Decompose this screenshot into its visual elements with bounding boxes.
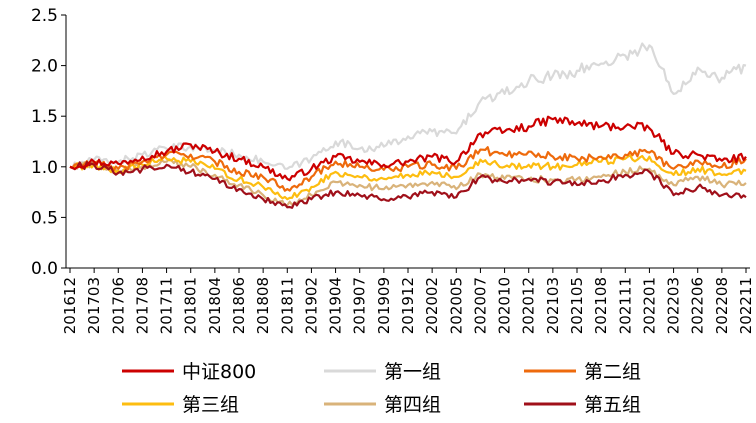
x-tick-label: 201711: [158, 277, 176, 334]
y-tick-label: 0.0: [31, 259, 58, 279]
series-line-5: [69, 160, 747, 209]
series-line-3: [69, 154, 747, 201]
series-line-0: [69, 115, 747, 182]
x-tick-label: 201912: [399, 277, 417, 334]
x-tick-label: 202105: [568, 277, 586, 334]
x-tick-label: 201706: [109, 277, 127, 334]
x-tick-label: 201703: [85, 277, 103, 334]
legend-label: 第三组: [182, 394, 239, 416]
legend-item-3: 第三组: [122, 394, 239, 416]
x-tick-label: 202208: [713, 277, 731, 334]
legend-label: 第五组: [584, 394, 641, 416]
legend-item-1: 第一组: [324, 361, 441, 383]
legend-item-2: 第二组: [524, 361, 641, 383]
y-tick-label: 1.5: [31, 107, 58, 127]
x-tick-label: 201909: [375, 277, 393, 334]
x-tick-label: 202206: [689, 277, 707, 334]
x-tick-label: 202002: [423, 277, 441, 334]
legend-label: 第一组: [384, 361, 441, 383]
x-tick-label: 201808: [254, 277, 272, 334]
series-line-4: [69, 158, 747, 207]
legend-label: 中证800: [182, 361, 256, 383]
x-tick-label: 202111: [616, 277, 634, 334]
x-tick-label: 201612: [61, 277, 79, 334]
y-tick-label: 0.5: [31, 208, 58, 228]
x-tick-label: 202203: [665, 277, 683, 334]
y-tick-label: 2.5: [31, 6, 58, 26]
plot-area: [69, 42, 747, 209]
y-tick-label: 1.0: [31, 158, 58, 178]
legend-item-4: 第四组: [324, 394, 441, 416]
legend-item-0: 中证800: [122, 361, 256, 383]
series-line-2: [69, 146, 747, 192]
x-tick-label: 201708: [133, 277, 151, 334]
x-tick-label: 201907: [351, 277, 369, 334]
x-tick-label: 201801: [182, 277, 200, 334]
x-tick-label: 201804: [206, 277, 224, 334]
x-tick-label: 202010: [496, 277, 514, 334]
x-tick-label: 202005: [447, 277, 465, 334]
x-tick-label: 201904: [327, 277, 345, 334]
y-axis: 0.0 0.5 1.0 1.5 2.0 2.5: [31, 6, 67, 279]
legend-item-5: 第五组: [524, 394, 641, 416]
x-tick-label: 201806: [230, 277, 248, 334]
x-tick-label: 202012: [520, 277, 538, 334]
y-tick-label: 2.0: [31, 57, 58, 77]
x-tick-label: 202211: [737, 277, 755, 334]
legend-label: 第二组: [584, 361, 641, 383]
x-tick-label: 201902: [302, 277, 320, 334]
x-tick-label: 202201: [640, 277, 658, 334]
x-axis: 201612 201703 201706 201708 201711 201801 2018…: [61, 267, 755, 334]
legend-label: 第四组: [384, 394, 441, 416]
x-tick-label: 202103: [544, 277, 562, 334]
x-tick-label: 201811: [278, 277, 296, 334]
x-tick-label: 202108: [592, 277, 610, 334]
x-tick-label: 202007: [471, 277, 489, 334]
